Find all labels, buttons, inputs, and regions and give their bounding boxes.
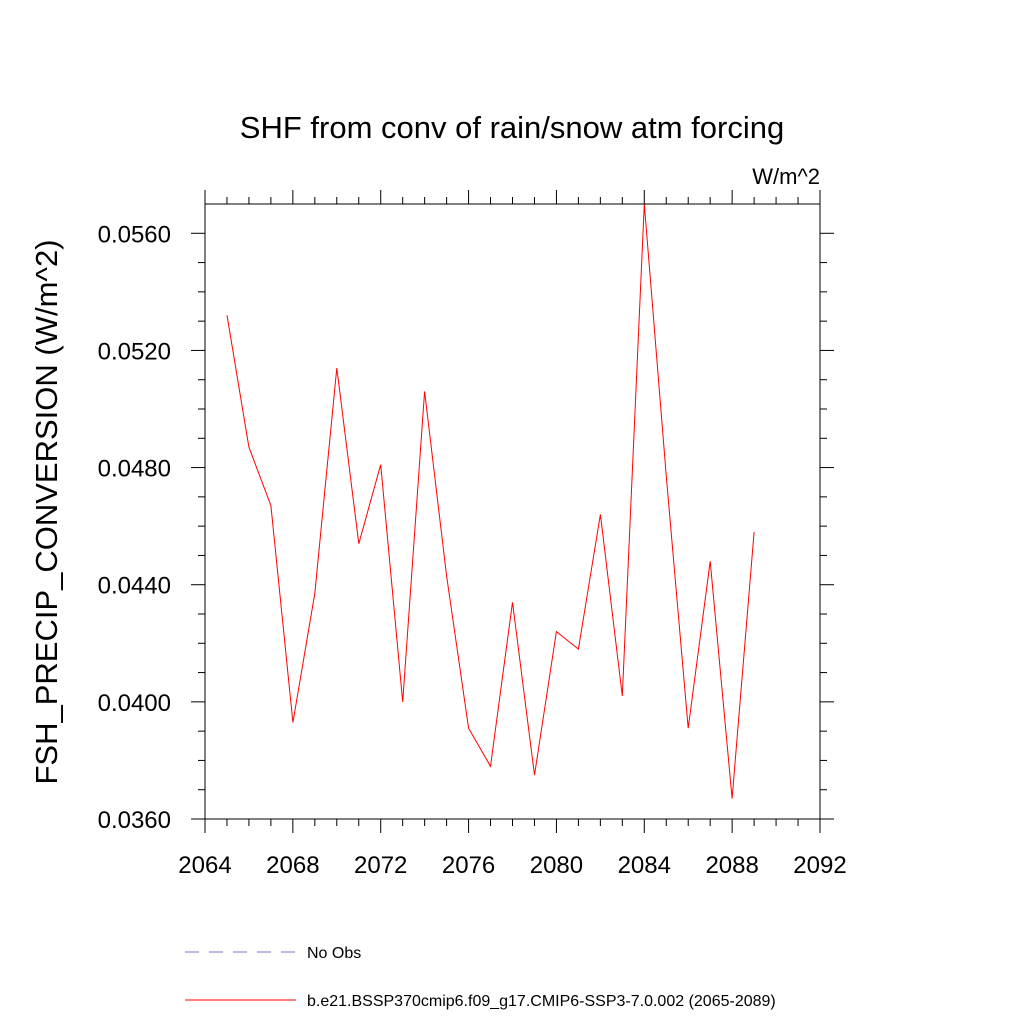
units-label: W/m^2: [752, 164, 820, 189]
y-tick-label: 0.0480: [98, 456, 171, 483]
y-axis-label: FSH_PRECIP_CONVERSION (W/m^2): [29, 239, 64, 784]
legend-label: No Obs: [307, 945, 361, 962]
y-tick-label: 0.0520: [98, 338, 171, 365]
y-tick-label: 0.0560: [98, 221, 171, 248]
x-tick-label: 2084: [618, 852, 671, 879]
plot-frame: [204, 203, 821, 820]
y-tick-label: 0.0400: [98, 690, 171, 717]
x-tick-label: 2088: [705, 852, 758, 879]
x-tick-label: 2080: [530, 852, 583, 879]
x-tick-label: 2092: [793, 852, 846, 879]
x-tick-label: 2068: [266, 852, 319, 879]
series-line: [226, 203, 755, 799]
y-tick-label: 0.0360: [98, 807, 171, 834]
x-tick-label: 2072: [354, 852, 407, 879]
series-group: [226, 203, 755, 799]
x-tick-label: 2064: [178, 852, 231, 879]
y-tick-label: 0.0440: [98, 573, 171, 600]
axes-ticks: 2064 2068 2072 2076 2080 2084 2088 2092 0.0360 0.…: [98, 190, 847, 879]
legend-label: b.e21.BSSP370cmip6.f09_g17.CMIP6-SSP3-7.…: [307, 993, 776, 1010]
legend: No Obs b.e21.BSSP370cmip6.f09_g17.CMIP6-S…: [185, 945, 776, 1010]
chart-title: SHF from conv of rain/snow atm forcing: [240, 110, 784, 145]
x-tick-label: 2076: [442, 852, 495, 879]
